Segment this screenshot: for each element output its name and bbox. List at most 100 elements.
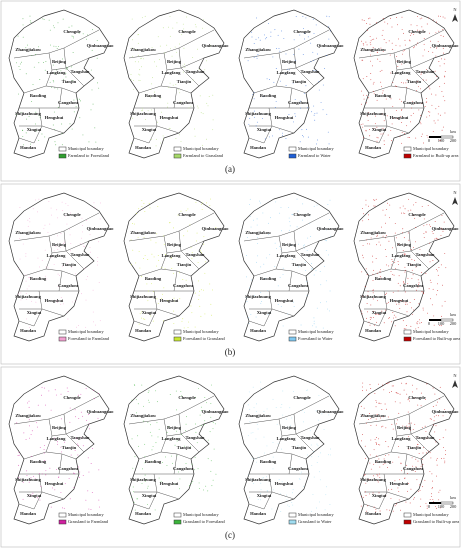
change-pixel xyxy=(388,489,389,491)
legend-label: Farmland to Built-up area xyxy=(413,153,459,158)
change-pixel xyxy=(380,417,382,419)
change-pixel xyxy=(411,277,413,279)
change-pixel xyxy=(391,488,393,490)
change-pixel xyxy=(428,254,430,255)
change-pixel xyxy=(430,226,431,227)
change-pixel xyxy=(167,102,169,104)
change-pixel xyxy=(409,40,411,42)
change-pixel xyxy=(436,459,438,461)
legend-swatch xyxy=(58,512,67,518)
change-pixel xyxy=(427,136,429,138)
legend-swatch xyxy=(58,336,67,342)
change-pixel xyxy=(360,90,362,92)
change-pixel xyxy=(55,394,57,396)
change-pixel xyxy=(374,324,376,326)
change-pixel xyxy=(279,80,281,82)
change-pixel xyxy=(152,445,154,447)
change-pixel xyxy=(376,244,378,246)
change-pixel xyxy=(382,463,384,465)
change-pixel xyxy=(362,123,364,125)
city-label: Zhangjiakou xyxy=(15,47,41,52)
change-pixel xyxy=(374,205,376,207)
city-label: Baoding xyxy=(375,276,392,281)
city-label: Tianjin xyxy=(407,79,422,84)
change-pixel xyxy=(269,311,271,313)
change-pixel xyxy=(132,249,134,251)
change-pixel xyxy=(422,29,424,31)
change-pixel xyxy=(207,439,209,441)
change-pixel xyxy=(255,38,257,40)
change-pixel xyxy=(381,426,383,428)
city-label: Langfang xyxy=(392,436,412,441)
change-pixel xyxy=(385,383,387,384)
change-pixel xyxy=(388,217,390,219)
municipal-boundary xyxy=(128,29,215,144)
change-pixel xyxy=(426,507,428,509)
change-pixel xyxy=(280,305,282,307)
city-label: Chengde xyxy=(178,395,195,400)
change-pixel xyxy=(188,321,190,323)
city-label: Langfang xyxy=(392,70,412,75)
change-pixel xyxy=(157,36,159,38)
change-pixel xyxy=(266,490,268,492)
change-pixel xyxy=(407,232,409,234)
change-pixel xyxy=(379,473,380,475)
change-pixel xyxy=(437,401,438,403)
change-pixel xyxy=(138,251,140,252)
change-pixel xyxy=(28,495,30,497)
change-pixel xyxy=(160,142,161,144)
change-pixel xyxy=(46,278,48,280)
change-pixel xyxy=(251,479,253,481)
change-pixel xyxy=(206,102,208,104)
change-pixel xyxy=(403,282,405,284)
change-pixel xyxy=(171,268,173,270)
change-pixel xyxy=(247,60,249,62)
change-pixel xyxy=(162,135,164,137)
change-pixel xyxy=(54,489,56,491)
change-pixel xyxy=(445,267,447,269)
change-pixel xyxy=(134,456,136,458)
change-pixel xyxy=(83,245,85,247)
change-pixel xyxy=(159,97,161,99)
change-pixel xyxy=(195,396,196,398)
change-pixel xyxy=(81,237,83,239)
change-pixel xyxy=(204,420,206,422)
city-label: Cangzhou xyxy=(58,466,78,471)
change-pixel xyxy=(191,312,193,314)
change-pixel xyxy=(373,93,375,95)
change-pixel xyxy=(92,29,93,31)
change-pixel xyxy=(166,432,168,433)
change-pixel xyxy=(423,142,425,144)
change-pixel xyxy=(394,480,396,482)
change-pixel xyxy=(144,254,146,256)
change-pixel xyxy=(196,48,198,50)
change-pixel xyxy=(22,481,24,483)
change-pixel xyxy=(73,37,74,39)
change-pixel xyxy=(368,219,369,221)
change-pixel xyxy=(399,285,401,287)
change-pixel xyxy=(419,322,421,324)
change-pixel xyxy=(82,134,84,136)
change-pixel xyxy=(287,426,289,428)
change-pixel xyxy=(442,35,444,37)
city-label: Xingtai xyxy=(257,127,272,132)
change-pixel xyxy=(365,199,367,201)
change-pixel xyxy=(198,482,200,484)
change-pixel xyxy=(148,290,149,292)
change-pixel xyxy=(151,449,153,451)
change-pixel xyxy=(407,398,409,400)
legend-swatch xyxy=(173,512,182,518)
scale-label: 100 xyxy=(438,321,445,326)
change-pixel xyxy=(32,492,34,494)
change-pixel xyxy=(440,139,441,141)
change-pixel xyxy=(311,268,313,270)
change-pixel xyxy=(204,69,206,71)
change-pixel xyxy=(141,66,142,68)
change-pixel xyxy=(397,290,399,292)
change-pixel xyxy=(137,34,139,36)
change-pixel xyxy=(434,238,436,240)
change-pixel xyxy=(261,477,263,479)
change-pixel xyxy=(428,86,430,88)
change-pixel xyxy=(211,485,213,487)
change-pixel xyxy=(373,506,375,508)
